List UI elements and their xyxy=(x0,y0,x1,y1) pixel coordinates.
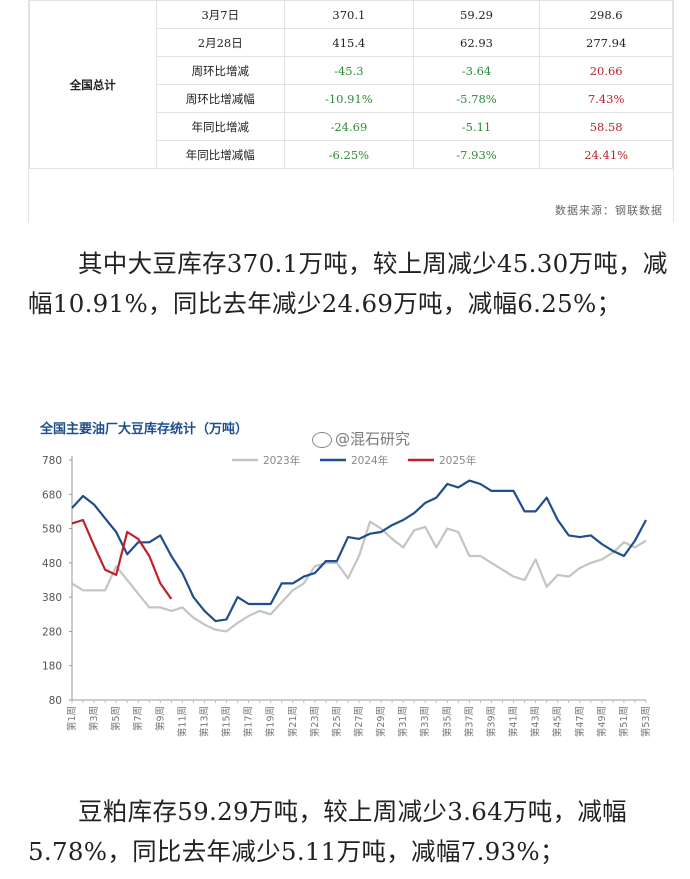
table-cell: -6.25% xyxy=(284,140,414,169)
series-line-2023年 xyxy=(71,520,647,633)
table-cell: -5.11 xyxy=(412,112,541,141)
x-tick-label: 第33周 xyxy=(419,706,431,737)
row-label: 周环比增减幅 xyxy=(155,84,286,113)
x-tick-label: 第51周 xyxy=(618,706,630,737)
y-tick-label: 180 xyxy=(42,661,62,673)
table-cell: 59.29 xyxy=(412,0,541,29)
table-cell: -10.91% xyxy=(284,84,414,113)
x-tick-label: 第17周 xyxy=(243,706,255,737)
x-tick-label: 第21周 xyxy=(287,706,299,737)
x-tick-label: 第49周 xyxy=(596,706,608,737)
x-tick-label: 第25周 xyxy=(331,706,343,737)
y-tick-label: 680 xyxy=(42,489,62,501)
table-cell: 24.41% xyxy=(539,140,673,169)
x-tick-label: 第13周 xyxy=(198,706,210,737)
row-label: 周环比增减 xyxy=(155,56,286,85)
table-cell: 370.1 xyxy=(284,0,414,29)
data-source-note: 数据来源：钢联数据 xyxy=(555,204,663,217)
y-tick-label: 480 xyxy=(42,558,62,570)
table-cell: 415.4 xyxy=(284,28,414,57)
x-tick-label: 第15周 xyxy=(221,706,233,737)
x-tick-label: 第37周 xyxy=(463,706,475,737)
y-tick-label: 80 xyxy=(49,695,62,707)
table-cell: 277.94 xyxy=(539,28,673,57)
soybean-inventory-paragraph: 其中大豆库存370.1万吨，较上周减少45.30万吨，减幅10.91%，同比去年… xyxy=(28,249,668,318)
series-line-2024年 xyxy=(71,479,647,623)
x-tick-label: 第53周 xyxy=(640,706,652,737)
watermark-text: @混石研究 xyxy=(335,430,411,448)
chart-title: 全国主要油厂大豆库存统计（万吨） xyxy=(39,421,248,437)
row-label: 年同比增减 xyxy=(155,112,286,141)
x-tick-label: 第5周 xyxy=(110,706,122,731)
row-label: 2月28日 xyxy=(155,28,286,57)
chart-series xyxy=(71,479,647,633)
soybean-inventory-chart: 全国主要油厂大豆库存统计（万吨） 2023年 2024年 2025年 80 180 28… xyxy=(28,400,668,780)
y-tick-label: 380 xyxy=(42,592,62,604)
x-tick-label: 第43周 xyxy=(530,706,542,737)
table-cell: 20.66 xyxy=(539,56,673,85)
table-cell: 58.58 xyxy=(539,112,673,141)
soymeal-inventory-paragraph: 豆粕库存59.29万吨，较上周减少3.64万吨，减幅5.78%，同比去年减少5.… xyxy=(28,797,627,866)
table-row: 周环比增减 -45.3 -3.64 20.66 xyxy=(30,56,673,85)
x-tick-label: 第39周 xyxy=(485,706,497,737)
row-label: 年同比增减幅 xyxy=(155,140,286,169)
chart-canvas: 全国主要油厂大豆库存统计（万吨） 2023年 2024年 2025年 80 180 28… xyxy=(39,421,652,737)
inventory-table: 全国总计 3月7日 370.1 59.29 298.6 2月28日 415.4 … xyxy=(29,0,673,169)
row-label: 3月7日 xyxy=(155,0,286,29)
x-tick-label: 第35周 xyxy=(441,706,453,737)
x-tick-label: 第27周 xyxy=(353,706,365,737)
y-tick-label: 580 xyxy=(42,524,62,536)
x-tick-label: 第23周 xyxy=(309,706,321,737)
table-cell: -24.69 xyxy=(284,112,414,141)
x-tick-label: 第47周 xyxy=(574,706,586,737)
x-tick-label: 第31周 xyxy=(397,706,409,737)
series-line-2025年 xyxy=(71,518,173,600)
table-cell: 62.93 xyxy=(412,28,541,57)
weibo-icon xyxy=(312,431,332,448)
x-tick-label: 第29周 xyxy=(375,706,387,737)
table-row: 年同比增减幅 -6.25% -7.93% 24.41% xyxy=(30,140,673,169)
table-cell: -3.64 xyxy=(412,56,541,85)
x-tick-label: 第19周 xyxy=(265,706,277,737)
y-tick-label: 780 xyxy=(42,455,62,467)
table-cell: 7.43% xyxy=(539,84,673,113)
y-tick-label: 280 xyxy=(42,626,62,638)
x-tick-label: 第9周 xyxy=(154,706,166,731)
x-tick-label: 第1周 xyxy=(66,706,78,731)
watermark: @混石研究 xyxy=(312,428,410,449)
table-row: 年同比增减 -24.69 -5.11 58.58 xyxy=(30,112,673,141)
table-cell: 298.6 xyxy=(539,0,673,29)
region-label: 全国总计 xyxy=(29,0,157,169)
table-row: 2月28日 415.4 62.93 277.94 xyxy=(30,28,673,57)
x-tick-label: 第3周 xyxy=(88,706,100,731)
legend-label: 2023年 xyxy=(263,454,300,467)
chart-legend: 2023年 2024年 2025年 xyxy=(232,454,476,467)
legend-label: 2024年 xyxy=(351,454,388,467)
table-cell: -7.93% xyxy=(412,140,541,169)
legend-label: 2025年 xyxy=(439,454,476,467)
table-row: 周环比增减幅 -10.91% -5.78% 7.43% xyxy=(30,84,673,113)
table-row: 全国总计 3月7日 370.1 59.29 298.6 xyxy=(29,0,673,169)
x-tick-label: 第7周 xyxy=(132,706,144,731)
table-cell: -5.78% xyxy=(412,84,541,113)
x-tick-label: 第41周 xyxy=(508,706,520,737)
x-tick-label: 第11周 xyxy=(176,706,188,737)
table-cell: -45.3 xyxy=(284,56,414,85)
x-tick-label: 第45周 xyxy=(552,706,564,737)
inventory-table-block: 全国总计 3月7日 370.1 59.29 298.6 2月28日 415.4 … xyxy=(28,0,674,222)
